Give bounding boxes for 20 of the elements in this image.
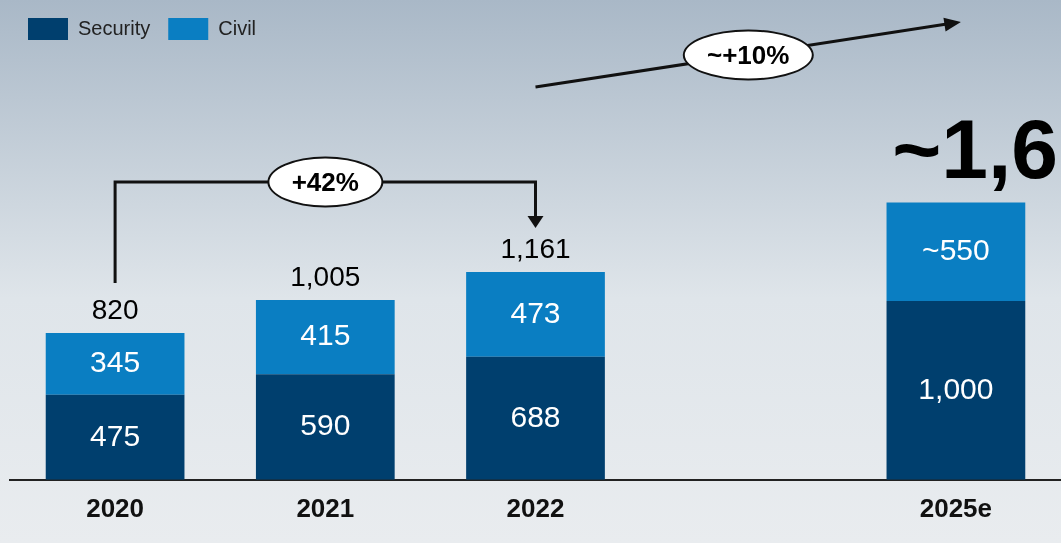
text: ~+10% [682,29,814,81]
data-label: 688 [510,399,561,433]
x-tick-label: 2020 [86,492,145,523]
data-label: 590 [300,408,351,442]
x-tick-label: 2025e [919,492,993,523]
total-label: 1,161 [500,232,571,264]
x-tick-label: 2022 [506,492,565,523]
data-label: ~550 [922,232,990,266]
total-label: 1,005 [290,260,361,292]
text: +42% [267,156,383,208]
legend-label: Security [78,16,151,39]
data-label: 345 [90,345,141,379]
data-label: 475 [90,418,141,452]
data-label: 473 [510,295,561,329]
legend-label: Civil [218,16,257,39]
data-label: 415 [300,318,351,352]
annotation: ~1,6 [892,101,1058,196]
x-tick-label: 2021 [296,492,355,523]
total-label: 820 [91,293,139,325]
data-label: 1,000 [918,371,994,405]
